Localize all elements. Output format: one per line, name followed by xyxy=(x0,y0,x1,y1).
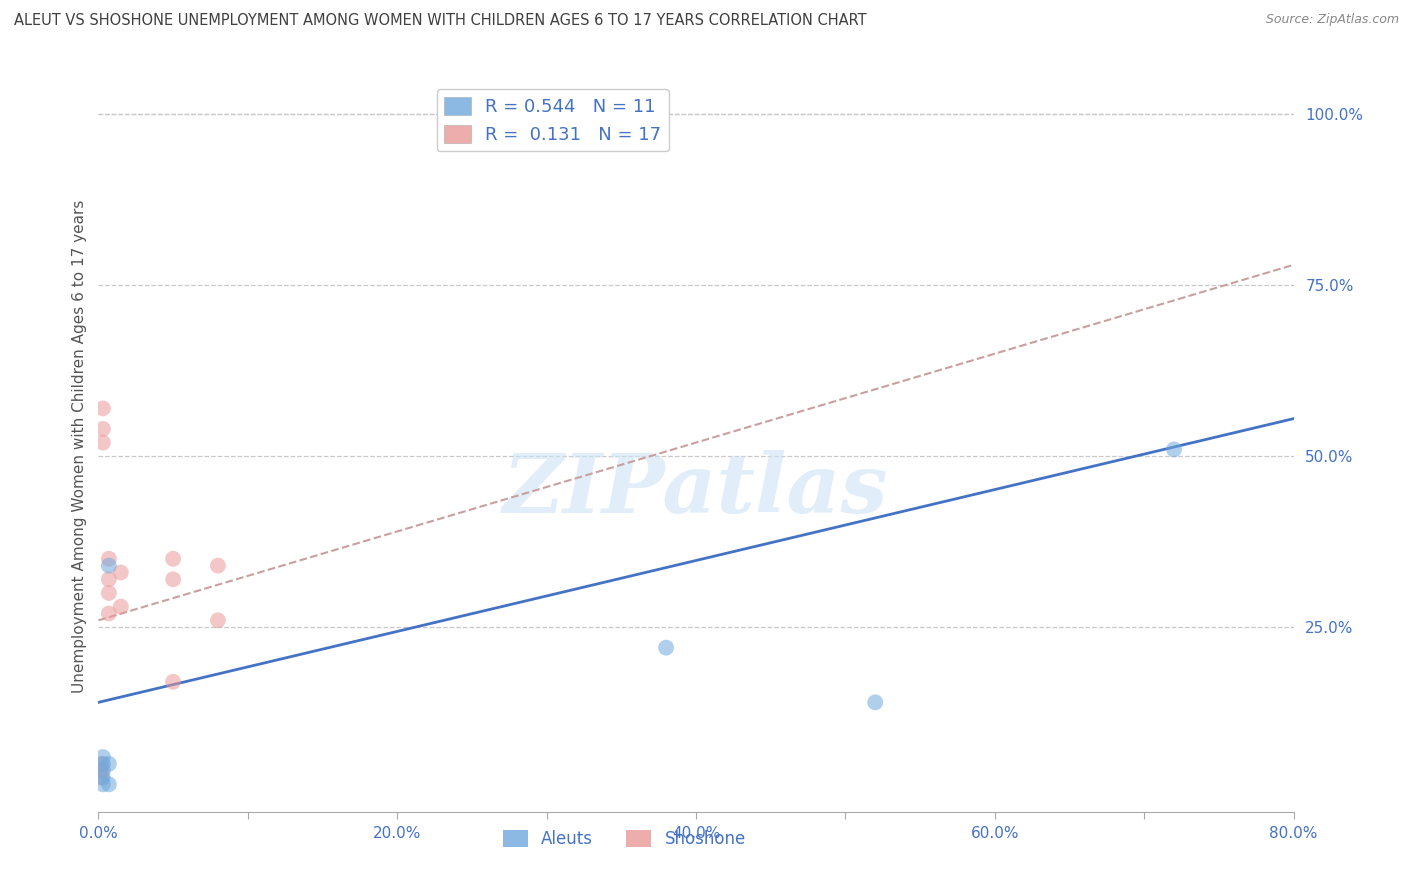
Point xyxy=(162,551,184,566)
Point xyxy=(97,551,120,566)
Point xyxy=(162,572,184,586)
Legend: Aleuts, Shoshone: Aleuts, Shoshone xyxy=(496,823,752,855)
Point xyxy=(90,756,112,771)
Point xyxy=(97,572,120,586)
Point xyxy=(97,586,120,600)
Point xyxy=(91,435,114,450)
Point xyxy=(207,613,229,627)
Point xyxy=(97,607,120,621)
Point xyxy=(91,777,114,791)
Point xyxy=(162,674,184,689)
Text: Source: ZipAtlas.com: Source: ZipAtlas.com xyxy=(1265,13,1399,27)
Point xyxy=(110,566,132,580)
Text: ALEUT VS SHOSHONE UNEMPLOYMENT AMONG WOMEN WITH CHILDREN AGES 6 TO 17 YEARS CORR: ALEUT VS SHOSHONE UNEMPLOYMENT AMONG WOM… xyxy=(14,13,866,29)
Point xyxy=(91,771,114,785)
Point xyxy=(865,695,887,709)
Point xyxy=(1163,442,1185,457)
Point xyxy=(655,640,678,655)
Y-axis label: Unemployment Among Women with Children Ages 6 to 17 years: Unemployment Among Women with Children A… xyxy=(72,199,87,693)
Point xyxy=(97,558,120,573)
Point xyxy=(97,777,120,791)
Point xyxy=(91,764,114,778)
Point xyxy=(207,558,229,573)
Point xyxy=(90,771,112,785)
Point xyxy=(91,756,114,771)
Point xyxy=(91,401,114,416)
Point xyxy=(91,750,114,764)
Text: ZIPatlas: ZIPatlas xyxy=(503,450,889,530)
Point xyxy=(97,756,120,771)
Point xyxy=(91,422,114,436)
Point xyxy=(110,599,132,614)
Point xyxy=(90,764,112,778)
